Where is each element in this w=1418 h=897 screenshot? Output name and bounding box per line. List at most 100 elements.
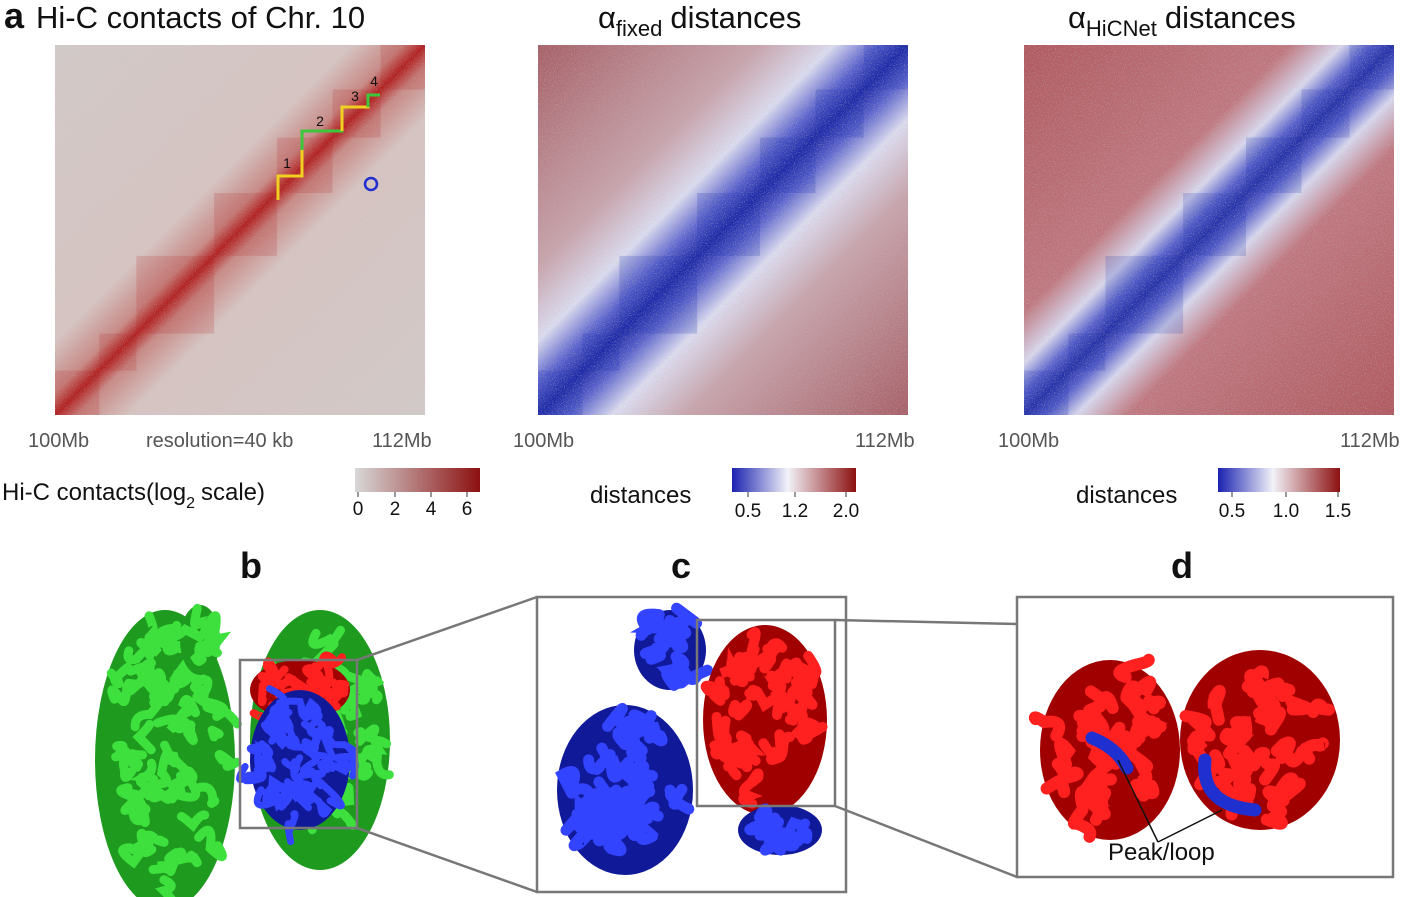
annotation-pointers <box>1117 759 1223 843</box>
structure-strand <box>253 739 277 772</box>
structure-strand <box>319 726 337 761</box>
structure-strand <box>268 708 288 730</box>
colorbar-tick-label: 0 <box>353 499 364 520</box>
label-part: Hi-C contacts(log <box>2 479 186 506</box>
colorbar-tick-label: 2.0 <box>833 501 859 522</box>
structure-strand <box>261 721 300 750</box>
structure-strand <box>1271 680 1296 702</box>
structure-strand <box>136 829 154 857</box>
structure-strand <box>1262 785 1290 813</box>
structure-strand <box>190 603 216 630</box>
structure-strand <box>253 786 290 809</box>
structure-strand <box>1074 783 1111 810</box>
structure-strand <box>362 679 383 705</box>
alpha: α <box>598 0 616 35</box>
structure-strand <box>734 651 755 682</box>
structure-strand <box>107 681 132 707</box>
zoom-box <box>238 658 359 830</box>
step-label: 1 <box>283 155 291 171</box>
structure-strand <box>123 644 156 665</box>
structure-strand <box>301 719 326 737</box>
loop-segment <box>1085 731 1134 775</box>
structure-strand <box>189 675 213 701</box>
zoom-line <box>834 804 1018 879</box>
heatmaps <box>55 45 1394 415</box>
structure-strand <box>1113 653 1155 683</box>
structure-strand <box>1235 744 1261 772</box>
structure-strand <box>202 631 232 658</box>
structure-strand <box>775 658 800 686</box>
structure-strand <box>178 695 200 718</box>
structure-strand <box>1179 710 1216 742</box>
zoom-box <box>695 618 837 808</box>
structure-strand <box>340 697 363 721</box>
panel-letter: c <box>671 545 691 586</box>
structure-strand <box>713 676 730 703</box>
structure-strand <box>118 754 142 782</box>
structure-strand <box>774 729 795 760</box>
structure-strand <box>207 725 224 742</box>
structure-strand <box>1120 675 1157 703</box>
colorbar <box>355 468 480 492</box>
title-subscript: fixed <box>616 16 662 41</box>
label-part: scale) <box>201 479 265 506</box>
structure-strand <box>192 692 229 721</box>
loop-segment <box>1198 753 1262 817</box>
structure-strand <box>125 748 148 769</box>
structure-strand <box>314 797 333 818</box>
resolution: resolution=40 kb <box>146 430 293 452</box>
structure-strand <box>144 611 161 646</box>
structure-strand <box>668 602 703 632</box>
structure-strand <box>1122 745 1154 786</box>
step-label: 2 <box>316 113 324 129</box>
structure-strand <box>602 702 628 732</box>
panel-letter: b <box>240 545 262 586</box>
colorbar-tick-label: 4 <box>426 499 437 520</box>
structure-strand <box>190 641 210 666</box>
structure-strand <box>583 749 616 775</box>
zoom-box <box>1015 595 1395 879</box>
structure-strand <box>280 697 314 716</box>
title-part: distances <box>670 0 801 35</box>
structure-strand <box>1228 716 1251 739</box>
structure-strand <box>767 679 796 705</box>
colorbar <box>732 468 856 492</box>
structure-strand <box>628 778 655 802</box>
colorbar-tick-label: 2 <box>390 499 401 520</box>
structure-strand <box>149 680 180 701</box>
structure-strand <box>726 646 742 683</box>
structure-strand <box>261 785 284 805</box>
structure-strand <box>763 831 786 856</box>
structure-strand <box>1229 783 1257 809</box>
structure-strand <box>1040 774 1071 799</box>
axis-start: 100Mb <box>998 430 1059 452</box>
colorbar-tick-label: 1.5 <box>1325 501 1351 522</box>
step-label: 4 <box>370 73 378 89</box>
structure-strand <box>728 699 753 721</box>
structure-strand <box>132 719 156 755</box>
zoom-line <box>834 618 1018 626</box>
structure-strand <box>758 738 786 765</box>
structure-strand <box>170 620 205 642</box>
structure-strand <box>148 861 177 874</box>
colorbar-label: distances <box>1076 482 1177 509</box>
structure-strand <box>760 646 778 668</box>
panel-title: Hi-C contacts of Chr. 10 <box>36 0 365 35</box>
zoom-frames <box>238 595 1395 894</box>
structure-strand <box>353 724 380 746</box>
colorbar-tick-label: 0.5 <box>735 501 761 522</box>
structure-strand <box>664 783 688 810</box>
structure-strand <box>760 812 784 843</box>
panel-title: αHiCNet distances <box>1068 0 1296 41</box>
structure-strand <box>794 679 818 710</box>
structure-strand <box>790 650 822 688</box>
structure-strand <box>1207 684 1226 726</box>
structure-strand <box>1307 698 1335 718</box>
structure-strand <box>636 608 665 636</box>
structure-strand <box>711 711 734 755</box>
structure-strand <box>1143 694 1166 715</box>
structure-strand <box>745 627 761 663</box>
structure-strand <box>284 673 323 695</box>
panel-letter: a <box>4 0 25 36</box>
